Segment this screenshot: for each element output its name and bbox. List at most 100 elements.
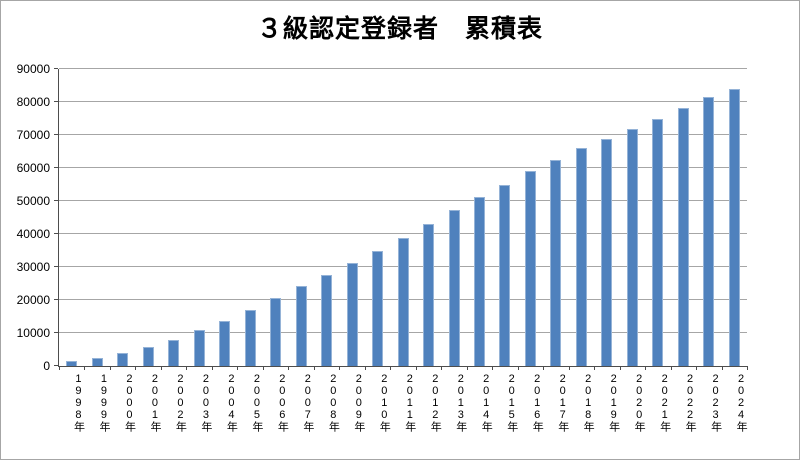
bar-slot — [314, 69, 339, 366]
bar-slot — [543, 69, 568, 366]
x-axis-tick — [288, 366, 290, 370]
y-axis-tick — [54, 167, 58, 168]
gridline — [59, 68, 747, 69]
bar-2020年 — [626, 129, 638, 366]
x-tick-label: 2010年 — [378, 373, 391, 432]
bar-slot — [645, 69, 670, 366]
y-tick-label: 40000 — [16, 227, 50, 242]
x-tick-label: 2002年 — [174, 373, 187, 432]
bar-2009年 — [346, 263, 358, 366]
x-axis-tick — [262, 366, 264, 370]
bar-2002年 — [168, 339, 180, 366]
bar-slot — [288, 69, 313, 366]
y-axis-tick — [54, 200, 58, 201]
x-tick-label: 2011年 — [403, 373, 416, 432]
bar-2018年 — [575, 147, 587, 366]
x-axis-tick — [747, 366, 748, 370]
bar-slot — [492, 69, 517, 366]
bar-slot — [441, 69, 466, 366]
bar-1998年 — [66, 360, 78, 366]
bar-2019年 — [601, 138, 613, 366]
x-axis-tick — [670, 366, 672, 370]
bar-2017年 — [550, 160, 562, 366]
y-tick-label: 80000 — [16, 95, 50, 110]
y-tick-label: 20000 — [16, 293, 50, 308]
x-tick-label: 2003年 — [199, 373, 212, 432]
bar-2014年 — [473, 196, 485, 366]
bar-slot — [212, 69, 237, 366]
x-tick-label: 2024年 — [735, 373, 748, 432]
bar-slot — [416, 69, 441, 366]
bar-2023年 — [703, 96, 715, 366]
bars — [59, 69, 747, 366]
bar-2007年 — [295, 286, 307, 366]
bar-2006年 — [270, 298, 282, 366]
bar-2001年 — [142, 347, 154, 366]
gridline — [59, 101, 747, 103]
x-tick-label: 2004年 — [225, 373, 238, 432]
x-axis-tick — [390, 366, 392, 370]
bar-slot — [237, 69, 262, 366]
x-tick-label: 2013年 — [454, 373, 467, 432]
bar-slot — [59, 69, 84, 366]
x-tick-label: 2012年 — [429, 373, 442, 432]
x-axis-tick — [696, 366, 698, 370]
x-axis-tick — [237, 366, 239, 370]
bar-2024年 — [728, 89, 740, 366]
x-tick-label: 2006年 — [276, 373, 289, 432]
x-tick-label: 2016年 — [531, 373, 544, 432]
bar-slot — [569, 69, 594, 366]
y-axis-tick — [54, 233, 58, 235]
x-tick-label: 2008年 — [327, 373, 340, 432]
x-tick-label: 2022年 — [684, 373, 697, 432]
x-axis-tick — [211, 366, 213, 370]
x-tick-label: 2020年 — [633, 373, 646, 432]
bar-2000年 — [117, 352, 129, 366]
y-axis-tick — [54, 299, 58, 301]
x-tick-label: 1999年 — [97, 373, 110, 432]
x-axis-tick — [415, 366, 417, 370]
bar-slot — [467, 69, 492, 366]
bar-slot — [161, 69, 186, 366]
x-axis-tick — [543, 366, 545, 370]
y-tick-label: 60000 — [16, 161, 50, 175]
bar-2015年 — [499, 184, 511, 366]
bar-slot — [186, 69, 211, 366]
x-axis-tick — [313, 366, 315, 370]
x-axis-tick — [160, 366, 162, 370]
x-tick-label: 2021年 — [658, 373, 671, 432]
x-tick-label: 2005年 — [250, 373, 263, 432]
x-axis-labels: 1998年 1999年 2000年 2001年 2002年 2003年 2004年 2005年… — [58, 373, 748, 432]
bar-2003年 — [193, 329, 205, 366]
plot-area — [54, 68, 748, 370]
bar-slot — [84, 69, 109, 366]
x-axis-tick — [517, 366, 519, 370]
bar-slot — [263, 69, 288, 366]
x-tick-label: 2015年 — [505, 373, 518, 432]
bar-slot — [722, 69, 747, 366]
gridline — [59, 200, 747, 201]
y-tick-label: 50000 — [16, 194, 50, 208]
y-tick-label: 90000 — [16, 62, 50, 76]
y-axis-tick — [54, 134, 58, 135]
chart-title: ３級認定登録者 累積表 — [256, 15, 543, 43]
x-tick-label: 2007年 — [301, 373, 314, 432]
x-tick-label: 2014年 — [480, 373, 493, 432]
x-tick-label: 2017年 — [556, 373, 569, 432]
x-axis-tick — [339, 366, 341, 370]
bar-2022年 — [677, 108, 689, 366]
x-axis-tick — [135, 366, 137, 370]
x-tick-label: 1998年 — [72, 373, 85, 432]
bar-slot — [696, 69, 721, 366]
bar-2010年 — [372, 250, 384, 366]
x-axis-tick — [364, 366, 366, 370]
y-axis-tick — [54, 68, 58, 69]
bar-2013年 — [448, 210, 460, 366]
x-axis-tick — [619, 366, 621, 370]
bar-slot — [518, 69, 543, 366]
x-tick-label: 2018年 — [582, 373, 595, 432]
x-axis-tick — [109, 366, 111, 370]
bar-2012年 — [423, 224, 435, 366]
bar-slot — [135, 69, 160, 366]
